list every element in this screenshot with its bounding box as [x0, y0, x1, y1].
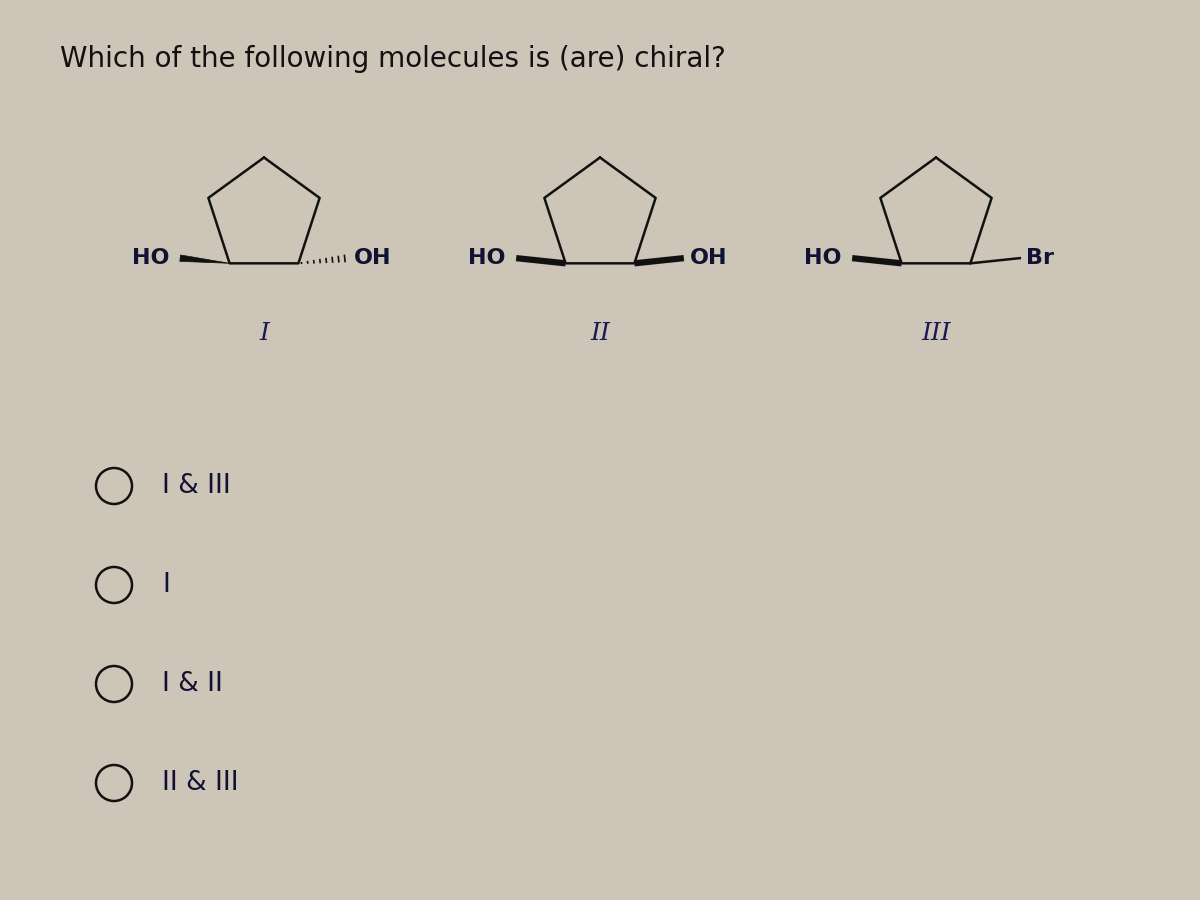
Text: HO: HO	[468, 248, 505, 268]
Polygon shape	[180, 255, 229, 264]
Text: I & III: I & III	[162, 473, 230, 499]
Text: OH: OH	[354, 248, 391, 268]
Text: HO: HO	[804, 248, 841, 268]
Text: Br: Br	[1026, 248, 1054, 268]
Text: III: III	[922, 321, 950, 345]
Text: OH: OH	[690, 248, 727, 268]
Text: I: I	[259, 321, 269, 345]
Text: II & III: II & III	[162, 770, 239, 796]
Text: I: I	[162, 572, 170, 598]
Text: Which of the following molecules is (are) chiral?: Which of the following molecules is (are…	[60, 45, 726, 73]
Text: I & II: I & II	[162, 671, 223, 697]
Text: II: II	[590, 321, 610, 345]
Text: HO: HO	[132, 248, 169, 268]
